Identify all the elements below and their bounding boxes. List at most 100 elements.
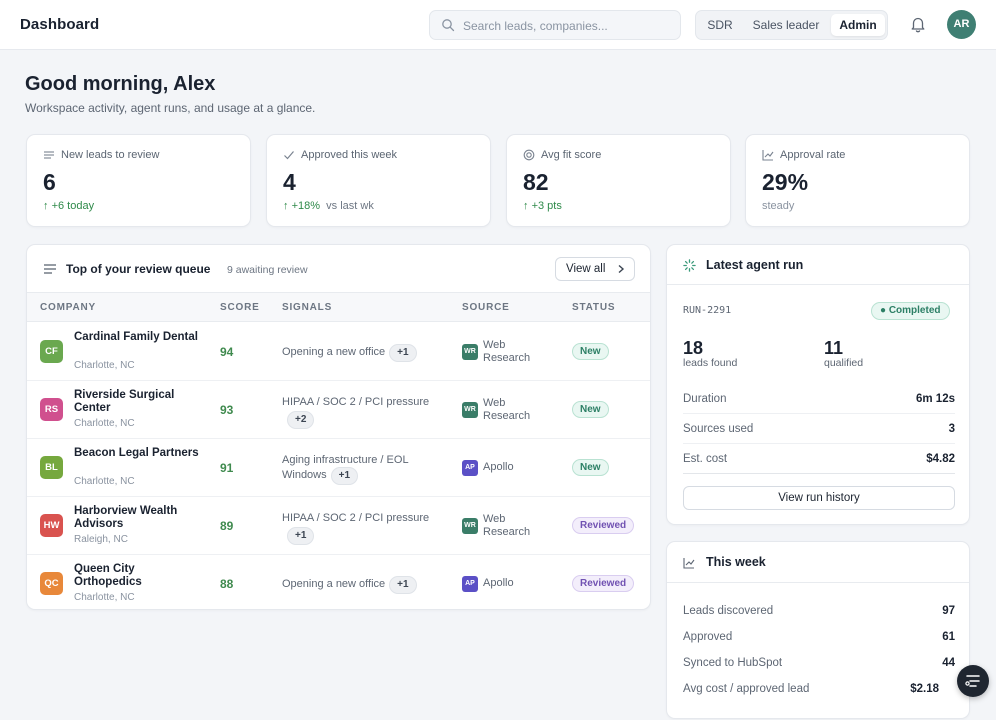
status-badge: ● Completed	[871, 302, 950, 320]
status-badge: Reviewed	[572, 575, 635, 592]
stat-value: 4	[283, 169, 296, 195]
avatar[interactable]: AR	[947, 10, 976, 39]
stat-card-new-leads: New leads to review 6 ↑ +6 today	[26, 134, 251, 227]
trend-icon	[683, 558, 695, 569]
table-row[interactable]: CF Cardinal Family Dental Charlotte, NC …	[27, 323, 650, 381]
run-duration-row: Duration 6m 12s	[683, 384, 955, 414]
view-all-button[interactable]: View all	[555, 257, 635, 281]
view-run-history-button[interactable]: View run history	[683, 486, 955, 510]
signal-more-pill[interactable]: +1	[389, 576, 417, 594]
company-name: Riverside Surgical Center	[74, 389, 175, 414]
company-logo: QC	[40, 572, 63, 595]
col-status: STATUS	[572, 302, 616, 313]
signal-text: Opening a new office	[282, 346, 386, 358]
status-badge: Reviewed	[572, 517, 635, 534]
company-logo: CF	[40, 340, 63, 363]
kv-value: 6m 12s	[915, 393, 955, 405]
table-row[interactable]: HW Harborview Wealth Advisors Raleigh, N…	[27, 497, 650, 555]
kv-value: 3	[948, 423, 955, 435]
signal-text: Aging infrastructure / EOL Windows	[282, 454, 409, 481]
stat-card-approval-rate: Approval rate 29% steady	[745, 134, 970, 227]
company-logo: BL	[40, 456, 63, 479]
stat-delta-suffix: vs last wk	[326, 200, 374, 212]
fit-score: 89	[220, 519, 234, 533]
stat-delta: ↑ +3 pts	[523, 200, 562, 212]
fit-score: 93	[220, 403, 234, 417]
company-name: Cardinal Family Dental	[74, 331, 198, 343]
app-title: Dashboard	[20, 16, 100, 33]
company-logo: RS	[40, 398, 63, 421]
signal-more-pill[interactable]: +1	[287, 527, 315, 545]
kv-key: Est. cost	[683, 453, 728, 465]
search-placeholder: Search leads, companies...	[463, 19, 608, 33]
assistant-button[interactable]	[957, 665, 989, 697]
stat-label: Approved this week	[301, 149, 397, 161]
status-text: Completed	[888, 305, 941, 316]
signal: Aging infrastructure / EOL Windows +1	[282, 453, 432, 485]
qualified-value: 11	[824, 338, 844, 358]
signal: HIPAA / SOC 2 / PCI pressure +1	[282, 511, 452, 545]
fit-score: 91	[220, 461, 234, 475]
signal: Opening a new office +1	[282, 576, 452, 594]
signal-text: Opening a new office	[282, 578, 386, 590]
table-row[interactable]: QC Queen City Orthopedics Charlotte, NC …	[27, 555, 650, 609]
trend-icon	[762, 150, 774, 161]
source-icon: AP	[462, 576, 478, 592]
company-location: Charlotte, NC	[74, 592, 135, 603]
week-row: Approved 61	[683, 631, 955, 651]
col-company: COMPANY	[40, 302, 96, 313]
kv-value: $4.82	[926, 453, 955, 465]
stat-label: Approval rate	[780, 149, 846, 161]
search-input[interactable]: Search leads, companies...	[429, 10, 681, 40]
chevron-right-icon	[618, 264, 625, 274]
stat-card-fit-score: Avg fit score 82 ↑ +3 pts	[506, 134, 731, 227]
this-week-header: This week	[667, 542, 969, 583]
stat-label: Avg fit score	[541, 149, 602, 161]
company-location: Charlotte, NC	[74, 360, 135, 371]
stat-note: steady	[762, 200, 795, 212]
signal-more-pill[interactable]: +1	[389, 344, 417, 362]
source-name: Web Research	[483, 397, 531, 422]
status-badge: New	[572, 401, 609, 418]
role-switcher: SDR Sales leader Admin	[695, 10, 888, 40]
qualified-label: qualified	[824, 357, 864, 369]
role-sales-leader[interactable]: Sales leader	[752, 18, 820, 32]
bell-icon[interactable]	[909, 15, 927, 33]
signal: HIPAA / SOC 2 / PCI pressure +2	[282, 395, 452, 429]
stat-delta-text: +3 pts	[531, 200, 562, 212]
status-badge: New	[572, 459, 609, 476]
stat-card-approved: Approved this week 4 ↑ +18% vs last wk	[266, 134, 491, 227]
table-row[interactable]: RS Riverside Surgical Center Charlotte, …	[27, 381, 650, 439]
table-row[interactable]: BL Beacon Legal Partners Charlotte, NC 9…	[27, 439, 650, 497]
col-signals: SIGNALS	[282, 302, 333, 313]
company-name: Queen City Orthopedics	[74, 563, 142, 588]
loader-icon	[683, 259, 696, 272]
kv-key: Sources used	[683, 423, 754, 435]
source-name: Web Research	[483, 513, 531, 538]
kv-value: 44	[942, 657, 955, 669]
leads-found-label: leads found	[683, 357, 738, 369]
signal-more-pill[interactable]: +2	[287, 411, 315, 429]
company-location: Charlotte, NC	[74, 476, 135, 487]
queue-count: 9 awaiting review	[227, 264, 308, 276]
source-icon: WR	[462, 518, 478, 534]
run-cost-row: Est. cost $4.82	[683, 444, 955, 474]
stat-delta: ↑ +6 today	[43, 200, 95, 212]
company-location: Raleigh, NC	[74, 534, 128, 545]
page-subtitle: Workspace activity, agent runs, and usag…	[25, 101, 316, 115]
kv-value: $2.18	[910, 683, 939, 695]
status-badge: New	[572, 343, 609, 360]
stat-delta-text: +6 today	[51, 200, 95, 212]
top-bar: Dashboard Search leads, companies... SDR…	[0, 0, 996, 50]
queue-header: Top of your review queue 9 awaiting revi…	[27, 245, 650, 293]
kv-key: Avg cost / approved lead	[683, 683, 810, 695]
source-icon: AP	[462, 460, 478, 476]
this-week-card: This week Leads discovered 97 Approved 6…	[666, 541, 970, 719]
signal-text: HIPAA / SOC 2 / PCI pressure	[282, 512, 430, 524]
company-name: Harborview Wealth Advisors	[74, 505, 178, 530]
target-icon	[523, 149, 535, 161]
role-admin[interactable]: Admin	[831, 14, 885, 36]
signal-more-pill[interactable]: +1	[330, 467, 359, 485]
role-sdr[interactable]: SDR	[707, 18, 733, 32]
week-row: Avg cost / approved lead $2.18	[683, 683, 955, 703]
